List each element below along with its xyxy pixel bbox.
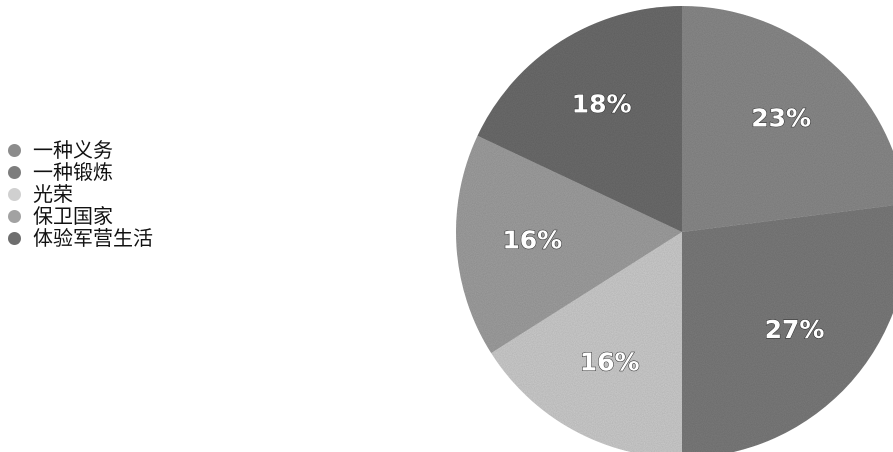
legend-label: 一种锻炼: [33, 160, 113, 184]
legend-swatch: [8, 231, 21, 245]
legend-label: 一种义务: [33, 138, 113, 162]
legend-swatch: [8, 187, 21, 201]
legend-item: 光荣: [8, 183, 153, 205]
legend-swatch: [8, 143, 21, 157]
slice-data-label: 27%: [765, 315, 825, 344]
slice-data-label: 16%: [580, 347, 640, 376]
legend-item: 一种义务: [8, 139, 153, 161]
legend-label: 保卫国家: [33, 204, 113, 228]
pie-slice: [455, 135, 682, 354]
pie-slice: [491, 232, 682, 452]
legend-swatch: [8, 209, 21, 223]
pie-slice: [682, 6, 893, 232]
pie-slice: [477, 6, 682, 232]
pie-slices: [455, 6, 893, 452]
legend-item: 一种锻炼: [8, 161, 153, 183]
pie-slice: [682, 205, 893, 452]
legend-swatch: [8, 165, 21, 179]
legend-label: 光荣: [33, 182, 73, 206]
slice-data-label: 18%: [572, 89, 632, 118]
legend: 一种义务 一种锻炼 光荣 保卫国家 体验军营生活: [8, 139, 153, 249]
slice-data-label: 23%: [751, 104, 811, 133]
legend-label: 体验军营生活: [33, 226, 153, 250]
legend-item: 体验军营生活: [8, 227, 153, 249]
legend-item: 保卫国家: [8, 205, 153, 227]
pie-slice-labels: 23% 27% 16% 16% 18%: [502, 89, 825, 377]
slice-data-label: 16%: [502, 225, 562, 254]
